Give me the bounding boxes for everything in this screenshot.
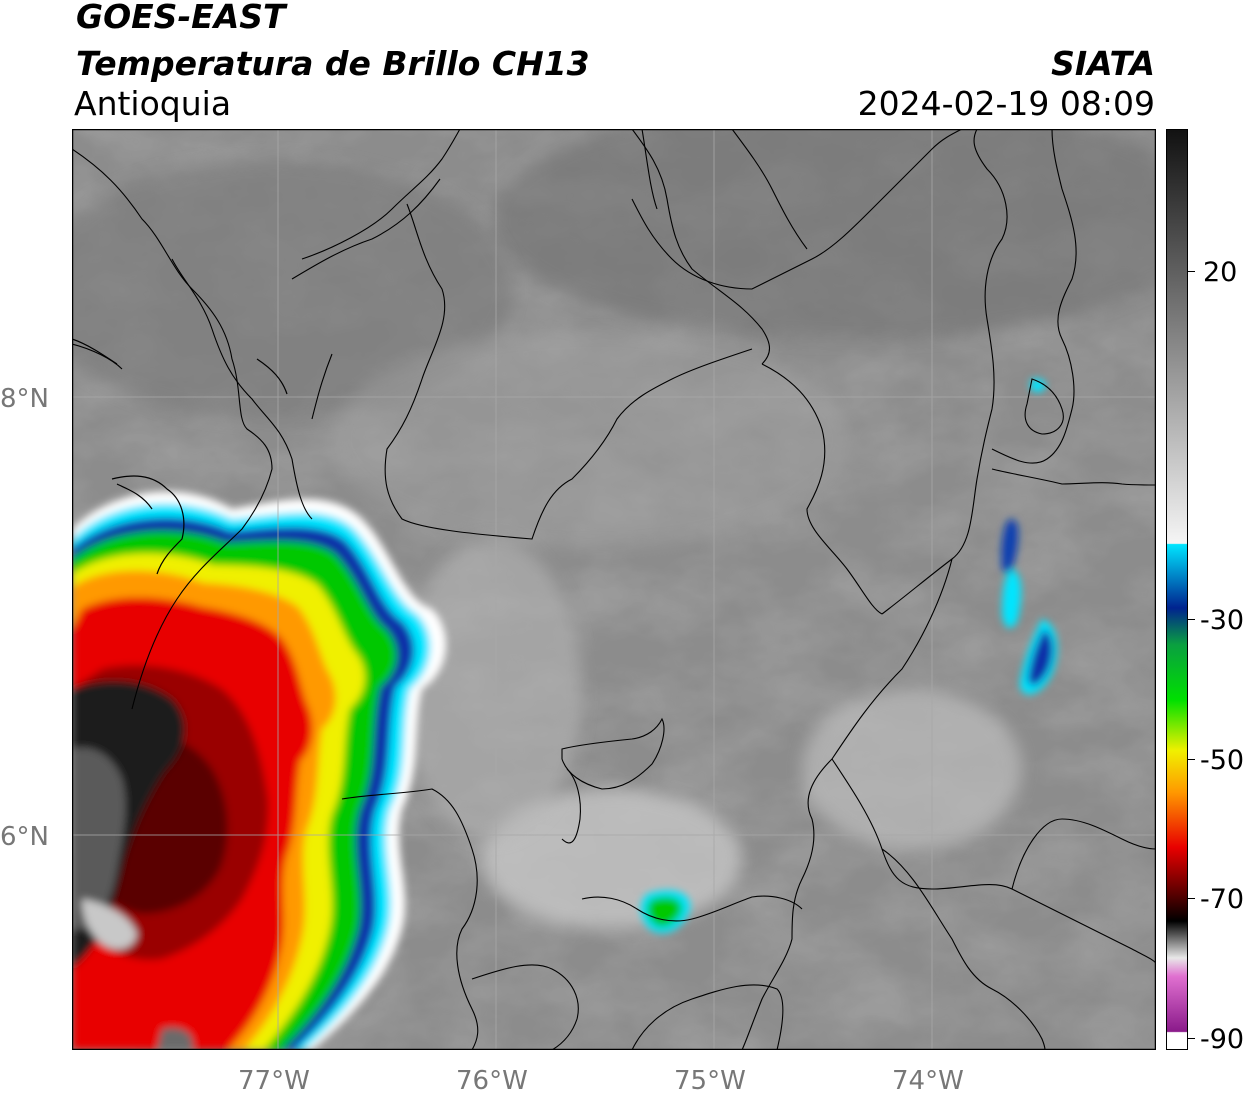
lon-label-77w: 77°W: [238, 1066, 310, 1096]
colorbar-tick-minus70: -70: [1200, 884, 1245, 915]
colorbar-gradient: [1166, 129, 1188, 1050]
lat-label-6n: 6°N: [0, 822, 49, 852]
colorbar-tick-minus90: -90: [1200, 1024, 1245, 1055]
region-label: Antioquia: [74, 84, 232, 123]
colorbar-tick-minus30: -30: [1200, 605, 1245, 636]
colorbar: [1166, 129, 1188, 1050]
timestamp-label: 2024-02-19 08:09: [857, 84, 1155, 123]
administrative-borders: [72, 129, 1156, 1050]
colorbar-tick-minus50: -50: [1200, 745, 1245, 776]
brightness-temperature-map: [72, 129, 1156, 1050]
convective-cloud-system: [72, 491, 446, 1050]
lat-label-8n: 8°N: [0, 384, 49, 414]
colorbar-tick-20: 20: [1203, 257, 1238, 288]
coastline: [72, 338, 288, 575]
small-cold-cells: [640, 378, 1058, 933]
lon-label-76w: 76°W: [456, 1066, 528, 1096]
map-title-product: Temperatura de Brillo CH13: [76, 44, 590, 83]
lon-label-75w: 75°W: [674, 1066, 746, 1096]
map-title-satellite: GOES-EAST: [76, 0, 286, 36]
graticule: [72, 129, 1156, 1050]
organization-label: SIATA: [1051, 44, 1155, 83]
lon-label-74w: 74°W: [892, 1066, 964, 1096]
